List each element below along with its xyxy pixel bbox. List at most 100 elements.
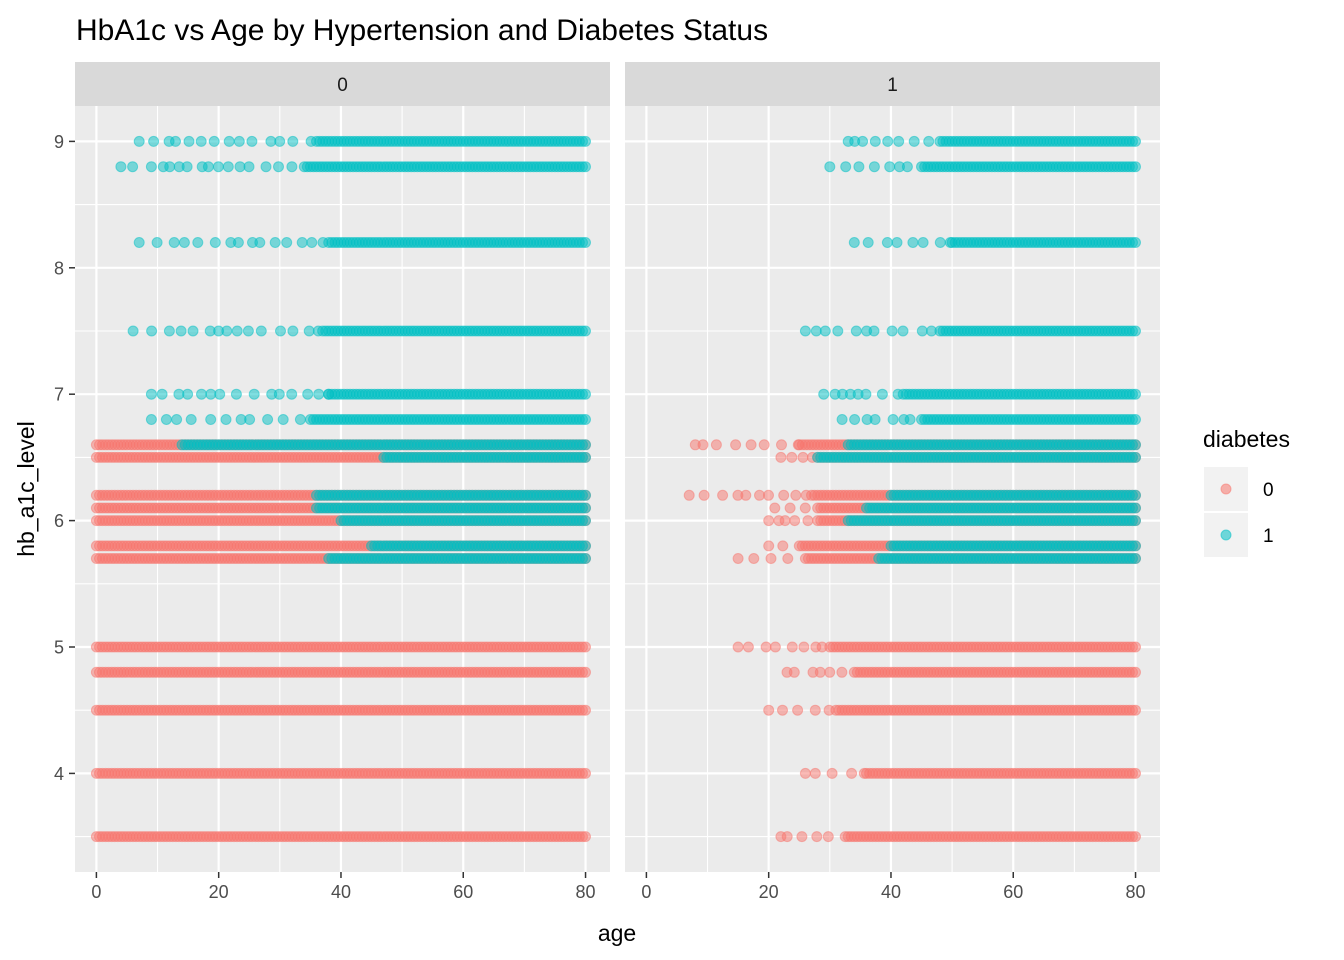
data-point bbox=[580, 489, 591, 501]
data-point bbox=[760, 641, 772, 653]
data-point bbox=[260, 161, 272, 173]
data-point bbox=[797, 451, 809, 463]
data-point bbox=[145, 414, 157, 425]
data-point bbox=[244, 414, 256, 425]
data-point bbox=[243, 161, 255, 173]
data-point bbox=[145, 161, 157, 173]
data-point bbox=[286, 161, 298, 173]
data-point bbox=[223, 135, 235, 147]
data-point bbox=[1130, 831, 1141, 843]
data-point bbox=[779, 515, 791, 527]
data-point bbox=[580, 553, 591, 564]
panel-0-points bbox=[90, 135, 591, 843]
data-point bbox=[782, 553, 794, 564]
data-point bbox=[580, 135, 591, 147]
data-point bbox=[1130, 540, 1141, 552]
data-point bbox=[763, 704, 775, 716]
data-point bbox=[306, 237, 318, 248]
data-point bbox=[580, 161, 591, 173]
data-point bbox=[209, 237, 221, 248]
data-point bbox=[799, 767, 811, 779]
data-point bbox=[826, 767, 838, 779]
data-point bbox=[168, 237, 180, 248]
data-point bbox=[156, 388, 168, 400]
data-point bbox=[1130, 502, 1141, 514]
data-point bbox=[1130, 704, 1141, 716]
data-point bbox=[742, 641, 754, 653]
data-point bbox=[181, 161, 193, 173]
data-point bbox=[580, 831, 591, 843]
data-point bbox=[255, 325, 267, 337]
data-point bbox=[246, 135, 258, 147]
data-point bbox=[151, 237, 163, 248]
strip-0 bbox=[75, 62, 610, 106]
data-point bbox=[313, 388, 325, 400]
data-point bbox=[788, 666, 800, 678]
data-point bbox=[824, 666, 836, 678]
data-point bbox=[202, 161, 214, 173]
data-point bbox=[580, 515, 591, 527]
data-point bbox=[769, 502, 781, 514]
data-point bbox=[799, 502, 811, 514]
data-point bbox=[164, 161, 176, 173]
data-point bbox=[745, 439, 757, 451]
data-point bbox=[148, 135, 160, 147]
data-point bbox=[170, 135, 181, 147]
data-point bbox=[160, 414, 172, 425]
panel-1: 1 bbox=[625, 62, 1160, 872]
data-point bbox=[836, 666, 848, 678]
data-point bbox=[171, 414, 183, 425]
data-point bbox=[242, 325, 254, 337]
data-point bbox=[1130, 553, 1141, 564]
data-point bbox=[697, 439, 709, 451]
data-point bbox=[1130, 515, 1141, 527]
data-point bbox=[763, 489, 774, 501]
data-point bbox=[580, 666, 591, 678]
data-point bbox=[765, 553, 777, 564]
data-point bbox=[248, 388, 260, 400]
panel-0: 0 bbox=[75, 62, 610, 872]
data-point bbox=[1130, 666, 1141, 678]
data-point bbox=[732, 641, 744, 653]
data-point bbox=[222, 161, 234, 173]
data-point bbox=[732, 553, 744, 564]
panel-1-background bbox=[625, 106, 1160, 872]
data-point bbox=[580, 414, 591, 425]
chart-title: HbA1c vs Age by Hypertension and Diabete… bbox=[76, 14, 768, 47]
data-point bbox=[811, 831, 823, 843]
data-point bbox=[717, 489, 729, 501]
data-point bbox=[287, 135, 299, 147]
data-point bbox=[796, 831, 808, 843]
data-point bbox=[277, 414, 289, 425]
data-point bbox=[790, 489, 802, 501]
data-point bbox=[814, 666, 826, 678]
data-point bbox=[221, 325, 233, 337]
data-point bbox=[580, 540, 591, 552]
data-point bbox=[296, 237, 308, 248]
data-point bbox=[802, 515, 814, 527]
data-point bbox=[127, 161, 139, 173]
data-point bbox=[1130, 489, 1141, 501]
data-point bbox=[175, 325, 187, 337]
data-point bbox=[195, 135, 207, 147]
data-point bbox=[192, 237, 204, 248]
panel-0-background bbox=[75, 106, 610, 872]
data-point bbox=[133, 237, 145, 248]
data-point bbox=[580, 767, 591, 779]
data-point bbox=[786, 641, 798, 653]
data-point bbox=[580, 388, 591, 400]
data-point bbox=[846, 767, 858, 779]
data-point bbox=[784, 502, 796, 514]
data-point bbox=[275, 325, 286, 337]
data-point bbox=[127, 325, 139, 337]
data-point bbox=[740, 489, 752, 501]
data-point bbox=[683, 489, 695, 501]
data-point bbox=[580, 641, 591, 653]
data-point bbox=[133, 135, 145, 147]
data-point bbox=[182, 388, 194, 400]
data-point bbox=[580, 325, 591, 337]
data-point bbox=[187, 325, 199, 337]
data-point bbox=[1130, 767, 1141, 779]
data-point bbox=[777, 704, 788, 716]
